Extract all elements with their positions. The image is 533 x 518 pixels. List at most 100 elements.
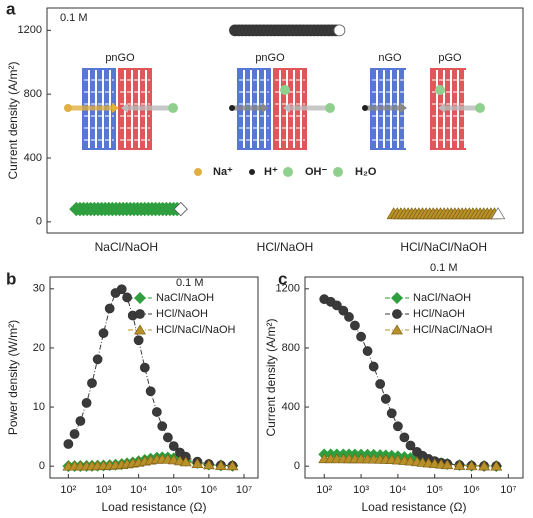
x-tick-label: 10⁵ <box>426 484 443 496</box>
x-tick-label: HCl/NaOH <box>257 240 314 254</box>
y-tick-label: 30 <box>33 283 45 295</box>
annotation: H⁺ <box>264 166 278 178</box>
marker <box>98 328 109 339</box>
legend-label: NaCl/NaOH <box>156 292 214 304</box>
marker <box>399 432 410 443</box>
ion <box>475 103 485 113</box>
marker <box>151 407 162 417</box>
annotation: pnGO <box>255 52 285 64</box>
legend-label: HCl/NaCl/NaOH <box>413 324 493 336</box>
arrow-head <box>438 103 445 113</box>
x-tick-label: 10³ <box>353 484 369 496</box>
legend-label: HCl/NaOH <box>413 308 465 320</box>
legend-ion <box>283 167 293 177</box>
ion <box>325 103 335 113</box>
y-tick-label: 0 <box>36 216 42 228</box>
marker <box>490 460 503 471</box>
note: 0.1 M <box>176 277 204 289</box>
arrow-head <box>121 103 128 113</box>
y-tick-label: 800 <box>282 342 300 354</box>
x-tick-label: 10⁴ <box>130 484 147 496</box>
panel-label: a <box>6 0 16 18</box>
plot-frame <box>46 7 524 234</box>
y-axis-label: Current density (A/m²) <box>6 61 20 179</box>
x-tick-label: 10⁶ <box>201 484 218 496</box>
plot-frame <box>49 276 259 479</box>
marker <box>202 459 215 470</box>
arrow-head <box>262 103 269 113</box>
y-tick-label: 10 <box>33 401 45 413</box>
marker <box>116 284 127 295</box>
y-tick-label: 20 <box>33 342 45 354</box>
marker <box>490 207 506 220</box>
x-tick-label: 10³ <box>96 484 112 496</box>
marker <box>391 292 403 304</box>
marker <box>133 335 144 346</box>
annotation: pGO <box>438 52 462 64</box>
ion <box>64 104 72 112</box>
marker <box>441 459 454 470</box>
marker <box>386 408 397 419</box>
marker <box>350 320 360 331</box>
x-tick-label: NaCl/NaOH <box>95 240 158 254</box>
arrow-head <box>112 103 119 113</box>
marker <box>375 379 386 389</box>
marker <box>69 429 80 439</box>
annotation: H₂O <box>355 166 377 178</box>
marker <box>162 432 173 443</box>
marker <box>134 324 146 335</box>
legend-ion <box>333 167 343 177</box>
note: 0.1 M <box>430 262 458 274</box>
legend-ion <box>194 168 202 176</box>
x-tick-label: 10⁵ <box>165 484 182 496</box>
marker <box>75 416 86 426</box>
marker <box>226 460 239 471</box>
x-tick-label: 10² <box>316 484 332 496</box>
marker <box>391 324 403 335</box>
note: 0.1 M <box>60 12 88 24</box>
marker <box>368 361 379 372</box>
y-axis-label: Current density (A/m²) <box>264 318 278 436</box>
legend-label: HCl/NaCl/NaOH <box>156 324 236 336</box>
y-tick-label: 1200 <box>276 283 300 295</box>
marker <box>63 439 74 449</box>
x-tick-label: 10⁶ <box>463 484 480 496</box>
ion <box>435 85 445 95</box>
marker <box>392 309 402 319</box>
y-axis-label: Power density (W/m²) <box>6 320 20 435</box>
y-tick-label: 0 <box>39 460 45 472</box>
marker <box>362 346 373 356</box>
panel-label: b <box>6 269 16 288</box>
marker <box>356 331 366 342</box>
marker <box>168 441 179 452</box>
ion <box>362 105 368 111</box>
x-tick-label: 10² <box>60 484 76 496</box>
marker <box>135 309 145 319</box>
annotation: OH⁻ <box>305 166 328 178</box>
y-tick-label: 0 <box>294 460 300 472</box>
y-tick-label: 400 <box>282 401 300 413</box>
marker <box>478 460 491 471</box>
marker <box>333 24 346 37</box>
panel-label: c <box>278 269 287 288</box>
annotation: Na⁺ <box>213 166 233 178</box>
marker <box>465 460 478 471</box>
legend-label: NaCl/NaOH <box>413 292 471 304</box>
ion <box>280 85 290 95</box>
marker <box>134 292 146 304</box>
marker <box>173 201 188 217</box>
marker <box>392 421 403 432</box>
x-tick-label: HCl/NaCl/NaOH <box>400 240 487 254</box>
legend-ion <box>249 169 255 175</box>
x-tick-label: 10⁷ <box>236 484 252 496</box>
marker <box>344 312 354 322</box>
marker <box>92 354 103 365</box>
arrow-head <box>400 103 407 113</box>
marker <box>179 456 192 467</box>
marker <box>405 440 416 451</box>
plot-frame <box>304 276 524 479</box>
marker <box>81 397 92 408</box>
x-tick-label: 10⁷ <box>500 484 516 496</box>
y-tick-label: 1200 <box>18 24 42 36</box>
x-axis-label: Load resistance (Ω) <box>101 500 206 514</box>
